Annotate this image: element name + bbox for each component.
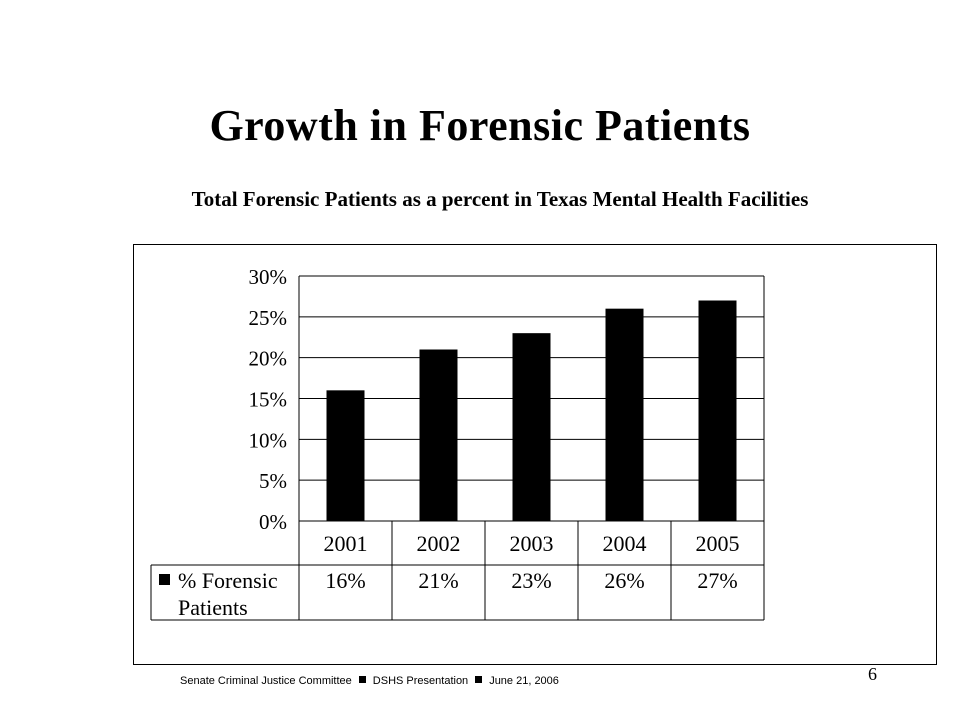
- legend-label-line2: Patients: [178, 595, 248, 620]
- footer-date: June 21, 2006: [489, 675, 559, 687]
- bullet-separator-icon: [358, 676, 366, 683]
- x-tick-label: 2002: [417, 531, 461, 556]
- bar-2003: [512, 333, 551, 521]
- slide-title: Growth in Forensic Patients: [209, 101, 751, 150]
- bar-chart: 0% 5% 10% 15% 20% 25% 30% 2001 2002 2003 2004 2005 1…: [150, 265, 765, 621]
- bar-2004: [605, 308, 644, 521]
- page-number: 6: [868, 664, 877, 684]
- x-tick-label: 2005: [696, 531, 740, 556]
- footer: Senate Criminal Justice Committee DSHS Pr…: [180, 675, 559, 687]
- x-tick-label: 2003: [510, 531, 554, 556]
- y-tick-label: 30%: [249, 265, 288, 289]
- footer-committee: Senate Criminal Justice Committee: [180, 675, 352, 687]
- data-label: 26%: [604, 568, 644, 593]
- y-tick-label: 15%: [249, 388, 288, 412]
- y-tick-label: 10%: [249, 428, 288, 452]
- chart-subtitle: Total Forensic Patients as a percent in …: [191, 187, 809, 211]
- bar-2005: [698, 300, 737, 521]
- data-label: 27%: [697, 568, 737, 593]
- data-label: 21%: [418, 568, 458, 593]
- legend-swatch: [159, 574, 170, 585]
- legend-label-line1: % Forensic: [178, 568, 278, 593]
- y-tick-label: 25%: [249, 306, 288, 330]
- bullet-separator-icon: [475, 676, 483, 683]
- data-label: 16%: [325, 568, 365, 593]
- bar-2002: [419, 349, 458, 521]
- chart-frame: 0% 5% 10% 15% 20% 25% 30% 2001 2002 2003 2004 2005 1…: [133, 244, 937, 665]
- data-label: 23%: [511, 568, 551, 593]
- y-tick-label: 5%: [259, 469, 287, 493]
- y-tick-label: 20%: [249, 347, 288, 371]
- y-tick-label: 0%: [259, 510, 287, 534]
- x-tick-label: 2004: [603, 531, 647, 556]
- footer-presentation: DSHS Presentation: [372, 675, 469, 687]
- bar-2001: [326, 390, 365, 521]
- x-tick-label: 2001: [324, 531, 368, 556]
